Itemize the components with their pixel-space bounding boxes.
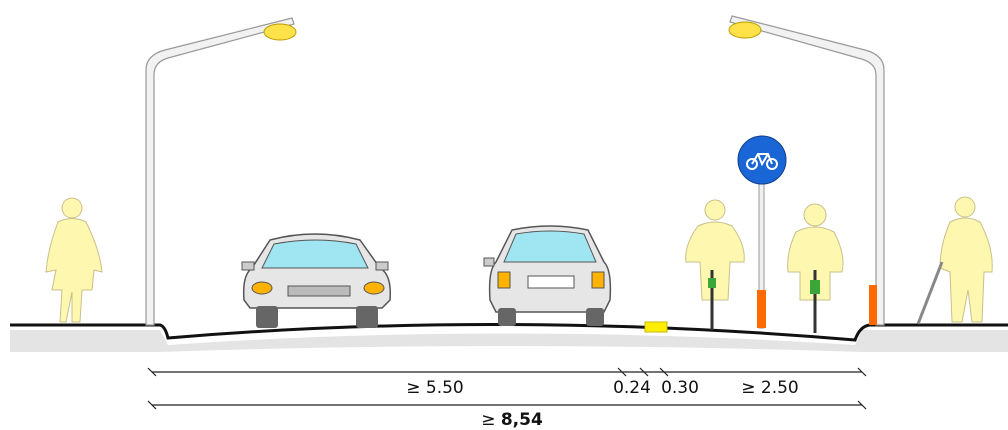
dimension-ticks — [147, 400, 867, 410]
dimension-label: ≥ 5.50 — [406, 378, 464, 398]
sign-base — [757, 290, 766, 328]
cycle-sign — [737, 135, 787, 185]
car-front — [241, 233, 392, 328]
dimension-ticks — [147, 367, 867, 377]
dimension-label: 0.24 — [613, 378, 651, 398]
lamp-light — [263, 23, 297, 41]
total-symbol: ≥ — [481, 410, 495, 430]
dimension-label: ≥ 2.50 — [741, 378, 799, 398]
bicycle-icon — [746, 153, 778, 170]
pedestrian — [45, 197, 103, 323]
lamp-light — [728, 21, 762, 39]
street-lamp — [145, 17, 295, 326]
cane — [916, 261, 944, 325]
pedestrian — [939, 196, 993, 323]
cyclist — [787, 203, 844, 301]
total-value: 8,54 — [501, 410, 543, 430]
ground-shadow — [10, 330, 1008, 352]
bike-light — [708, 278, 716, 288]
total-label: ≥ 8,54 — [481, 410, 543, 430]
lamp-base — [869, 285, 877, 325]
street-lamp — [729, 15, 885, 326]
dimension-label: 0.30 — [661, 378, 699, 398]
bike-light — [810, 280, 820, 294]
car-back — [483, 225, 612, 326]
cyclist — [685, 199, 745, 301]
lane-marker — [644, 321, 668, 333]
